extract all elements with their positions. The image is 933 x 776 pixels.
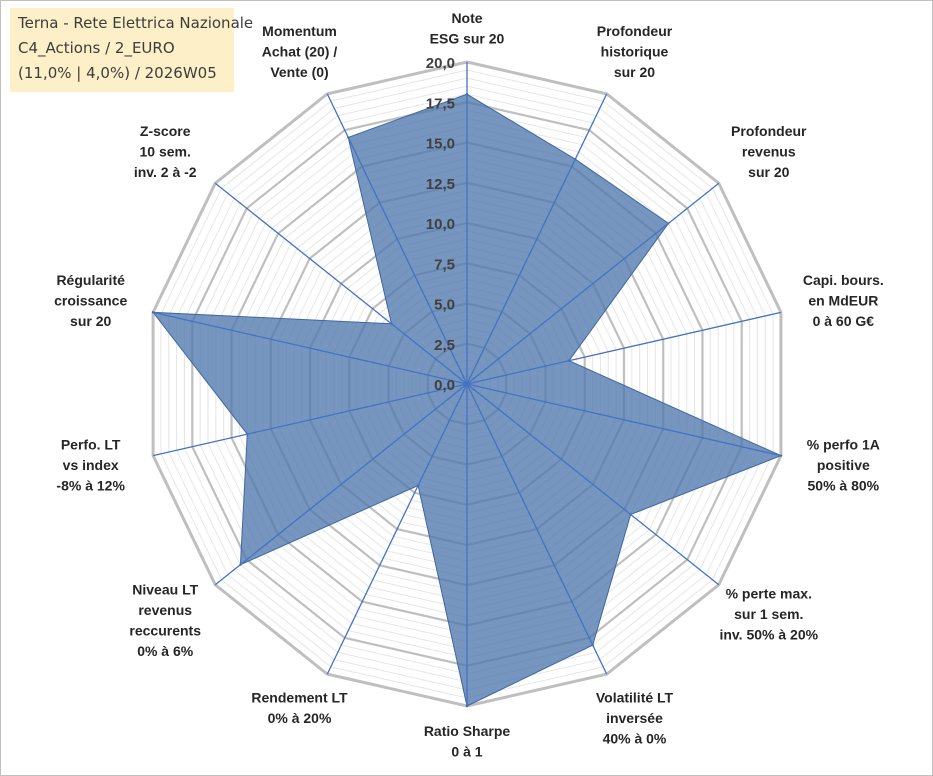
company-name: Terna - Rete Elettrica Nazionale (18, 14, 254, 32)
axis-spoke (152, 311, 468, 385)
axis-spoke (466, 93, 608, 385)
tick-label: 20,0 (426, 55, 455, 72)
info-box: Terna - Rete Elettrica Nazionale C4_Acti… (10, 8, 254, 92)
axis-label: Note ESG sur 20 (430, 10, 505, 47)
score-period: (11,0% | 4,0%) / 2026W05 (18, 64, 217, 82)
axis-label: Z-score 10 sem. inv. 2 à -2 (134, 123, 197, 180)
tick-label: 5,0 (434, 297, 455, 314)
tick-label: 0,0 (434, 377, 455, 394)
axis-label: Profondeur revenus sur 20 (731, 123, 807, 180)
tick-label: 7,5 (434, 256, 455, 273)
tick-label: 10,0 (426, 216, 455, 233)
portfolio-category: C4_Actions / 2_EURO (18, 39, 175, 57)
tick-label: 2,5 (434, 337, 455, 354)
axis-spoke (152, 383, 468, 457)
axis-label: Ratio Sharpe 0 à 1 (424, 723, 511, 760)
axis-spoke (466, 182, 720, 385)
axis-label: Perfo. LT vs index -8% à 12% (56, 437, 125, 494)
axis-label: Momentum Achat (20) / Vente (0) (262, 23, 338, 80)
axis-spoke (214, 182, 468, 385)
axis-label: % perfo 1A positive 50% à 80% (807, 437, 880, 494)
tick-label: 12,5 (426, 176, 455, 193)
axis-spoke (466, 383, 782, 457)
axis-label: % perte max. sur 1 sem. inv. 50% à 20% (719, 585, 818, 642)
axis-label: Profondeur historique sur 20 (597, 23, 673, 80)
axis-label: Rendement LT 0% à 20% (251, 689, 348, 726)
axis-layer (152, 62, 782, 706)
axis-spoke (326, 93, 468, 385)
tick-layer: 0,0 2,5 5,0 7,5 10,0 12,5 15,0 17,5 20,0 (426, 55, 455, 394)
axis-label-layer: Note ESG sur 20 Profondeur historique sur 20… (54, 10, 884, 760)
axis-spoke (466, 383, 608, 675)
axis-spoke (466, 383, 720, 586)
tick-label: 17,5 (426, 95, 455, 112)
axis-label: Niveau LT revenus reccurents 0% à 6% (129, 582, 201, 660)
axis-spoke (466, 311, 782, 385)
axis-label: Volatilité LT inversée 40% à 0% (596, 689, 674, 746)
axis-spoke (214, 383, 468, 586)
axis-label: Régularité croissance sur 20 (54, 272, 127, 329)
axis-label: Capi. bours. en MdEUR 0 à 60 G€ (803, 272, 884, 329)
axis-spoke (326, 383, 468, 675)
tick-label: 15,0 (426, 136, 455, 153)
